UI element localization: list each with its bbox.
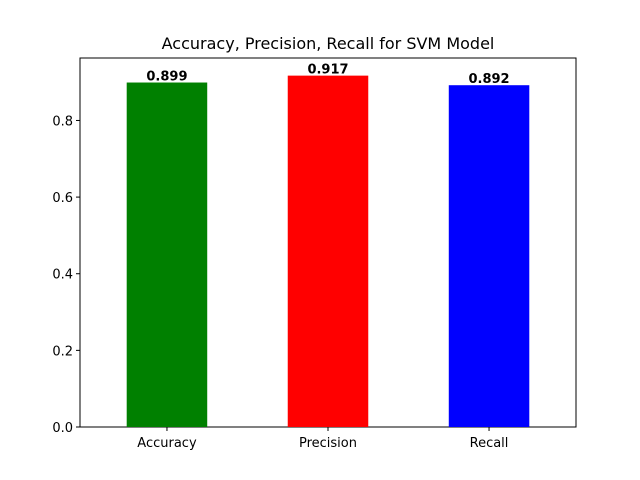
y-axis: 0.0 0.2 0.4 0.6 0.8: [52, 114, 80, 436]
y-tick-label-0.8: 0.8: [52, 114, 73, 129]
y-tick-label-0.4: 0.4: [52, 268, 73, 283]
x-tick-label-accuracy: Accuracy: [137, 436, 197, 451]
bar-recall: [448, 85, 530, 428]
value-label-recall: 0.892: [468, 72, 509, 87]
x-axis: Accuracy Precision Recall: [137, 427, 508, 451]
chart-title: Accuracy, Precision, Recall for SVM Mode…: [162, 34, 495, 53]
bars-group: [126, 75, 530, 428]
bar-precision: [287, 75, 369, 428]
value-labels-group: 0.899 0.917 0.892: [146, 63, 509, 88]
x-tick-label-recall: Recall: [470, 436, 509, 451]
y-tick-label-0.6: 0.6: [52, 191, 73, 206]
y-tick-label-0.0: 0.0: [52, 421, 73, 436]
bar-accuracy: [126, 82, 208, 427]
value-label-precision: 0.917: [307, 63, 348, 78]
y-tick-label-0.2: 0.2: [52, 344, 73, 359]
value-label-accuracy: 0.899: [146, 70, 187, 85]
x-tick-label-precision: Precision: [299, 436, 357, 451]
